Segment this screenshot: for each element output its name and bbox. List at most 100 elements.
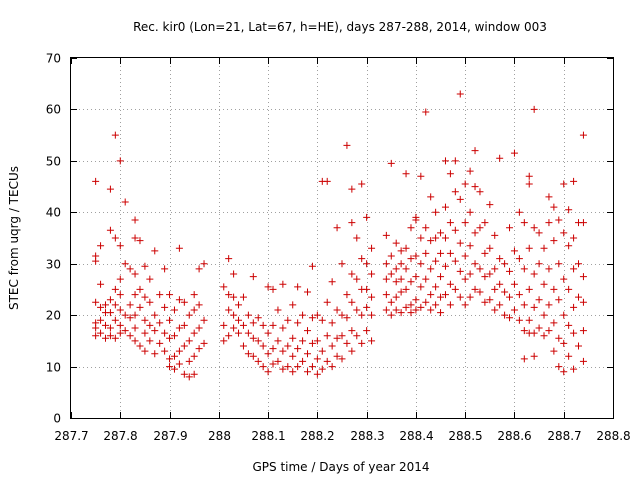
data-point <box>343 339 351 347</box>
x-tick-label: 288.7 <box>547 429 581 443</box>
data-point <box>353 332 361 340</box>
plot-frame <box>70 57 614 419</box>
data-point <box>402 285 410 293</box>
data-point <box>239 342 247 350</box>
x-tick-label: 287.7 <box>54 429 88 443</box>
data-point <box>510 280 518 288</box>
data-point <box>151 327 159 335</box>
data-point <box>279 365 287 373</box>
data-point <box>141 293 149 301</box>
data-point <box>506 267 514 275</box>
data-point <box>461 219 469 227</box>
data-point <box>545 327 553 335</box>
data-point <box>299 337 307 345</box>
data-point <box>451 285 459 293</box>
data-point <box>294 283 302 291</box>
data-point <box>446 219 454 227</box>
data-point <box>274 357 282 365</box>
data-point <box>116 242 124 250</box>
data-point <box>166 291 174 299</box>
data-point <box>294 363 302 371</box>
data-point <box>200 260 208 268</box>
data-point <box>161 329 169 337</box>
data-point <box>180 321 188 329</box>
data-point <box>575 293 583 301</box>
data-point <box>195 265 203 273</box>
data-point <box>299 357 307 365</box>
data-point <box>235 329 243 337</box>
data-point <box>175 347 183 355</box>
data-point <box>476 288 484 296</box>
data-point <box>106 332 114 340</box>
data-point <box>466 270 474 278</box>
data-point <box>565 285 573 293</box>
data-point <box>392 306 400 314</box>
data-point <box>116 329 124 337</box>
data-point <box>432 283 440 291</box>
data-point <box>471 260 479 268</box>
data-point <box>106 185 114 193</box>
data-point <box>323 298 331 306</box>
data-point <box>446 170 454 178</box>
data-point <box>279 347 287 355</box>
data-point <box>131 337 139 345</box>
x-tick-labels: 287.7 287.8 287.9 288 288.1 288.2 288.3 288.4 28… <box>54 429 630 443</box>
data-point <box>451 226 459 234</box>
data-point <box>323 177 331 185</box>
data-point <box>471 285 479 293</box>
data-point <box>560 311 568 319</box>
data-point <box>412 273 420 281</box>
data-point <box>92 257 100 265</box>
x-tick-label: 288 <box>208 429 231 443</box>
data-point <box>427 306 435 314</box>
data-point <box>363 285 371 293</box>
data-point <box>402 303 410 311</box>
data-point <box>476 265 484 273</box>
data-point <box>269 345 277 353</box>
data-point <box>156 319 164 327</box>
data-point <box>116 275 124 283</box>
data-point <box>92 177 100 185</box>
data-point <box>358 339 366 347</box>
data-point <box>471 147 479 155</box>
data-point <box>461 180 469 188</box>
data-point <box>461 275 469 283</box>
data-point <box>387 298 395 306</box>
x-tick-label: 288.3 <box>350 429 384 443</box>
data-point <box>540 280 548 288</box>
data-point <box>141 329 149 337</box>
data-point <box>368 311 376 319</box>
data-point <box>506 314 514 322</box>
data-point <box>185 311 193 319</box>
data-point <box>382 291 390 299</box>
data-point <box>175 296 183 304</box>
data-point <box>274 306 282 314</box>
data-point <box>348 327 356 335</box>
data-point <box>92 324 100 332</box>
data-point <box>363 260 371 268</box>
data-point <box>555 296 563 304</box>
data-point <box>235 316 243 324</box>
data-point <box>254 357 262 365</box>
data-point <box>368 293 376 301</box>
data-point <box>417 234 425 242</box>
data-point <box>520 219 528 227</box>
data-point <box>535 229 543 237</box>
data-point <box>185 337 193 345</box>
data-point <box>101 301 109 309</box>
data-point <box>328 342 336 350</box>
data-point <box>555 363 563 371</box>
data-point <box>565 352 573 360</box>
data-point <box>545 301 553 309</box>
y-tick-label: 20 <box>46 309 61 323</box>
data-point <box>264 283 272 291</box>
data-point <box>461 252 469 260</box>
data-point <box>560 368 568 376</box>
gridlines <box>71 58 613 418</box>
y-tick-label: 30 <box>46 258 61 272</box>
data-point <box>92 332 100 340</box>
data-point <box>437 229 445 237</box>
data-point <box>230 324 238 332</box>
data-point <box>308 363 316 371</box>
y-tick-label: 10 <box>46 361 61 375</box>
